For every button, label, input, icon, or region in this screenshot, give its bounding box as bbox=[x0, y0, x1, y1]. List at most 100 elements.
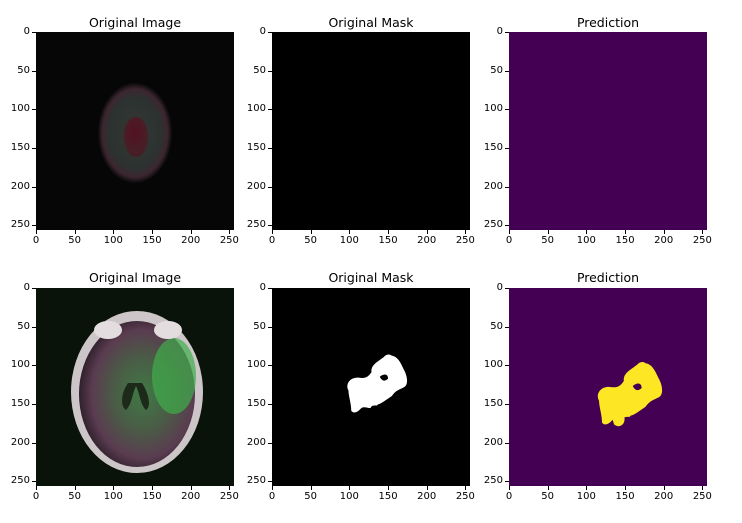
axes-panel: 0 0 50 50 100 100 150 150 200 200 250 250 bbox=[509, 32, 707, 230]
x-tick-mark bbox=[586, 230, 587, 234]
axes-panel: 0 0 50 50 100 100 150 150 200 200 250 250 bbox=[36, 32, 234, 230]
y-tick-mark bbox=[268, 109, 272, 110]
y-tick-mark bbox=[505, 32, 509, 33]
panel-image bbox=[509, 288, 707, 486]
x-tick-label: 100 bbox=[98, 236, 128, 246]
y-tick-label: 0 bbox=[4, 283, 30, 293]
x-tick-label: 200 bbox=[176, 236, 206, 246]
y-tick-mark bbox=[268, 365, 272, 366]
y-tick-label: 150 bbox=[4, 399, 30, 409]
y-tick-label: 150 bbox=[240, 143, 266, 153]
y-tick-mark bbox=[505, 225, 509, 226]
y-tick-label: 100 bbox=[4, 104, 30, 114]
y-tick-mark bbox=[32, 71, 36, 72]
y-tick-mark bbox=[505, 443, 509, 444]
y-tick-mark bbox=[505, 148, 509, 149]
x-tick-label: 250 bbox=[214, 492, 244, 502]
x-tick-mark bbox=[113, 486, 114, 490]
y-tick-label: 250 bbox=[240, 476, 266, 486]
panel-title: Prediction bbox=[509, 15, 707, 30]
y-tick-label: 150 bbox=[240, 399, 266, 409]
x-tick-mark bbox=[191, 230, 192, 234]
y-tick-label: 50 bbox=[4, 322, 30, 332]
x-tick-label: 150 bbox=[610, 492, 640, 502]
y-tick-label: 50 bbox=[4, 66, 30, 76]
x-tick-mark bbox=[548, 230, 549, 234]
x-tick-mark bbox=[311, 486, 312, 490]
orbit-left bbox=[94, 321, 122, 339]
x-tick-label: 0 bbox=[257, 236, 287, 246]
x-tick-label: 50 bbox=[296, 236, 326, 246]
x-tick-label: 50 bbox=[533, 236, 563, 246]
x-tick-mark bbox=[465, 486, 466, 490]
y-tick-mark bbox=[268, 148, 272, 149]
x-tick-label: 200 bbox=[412, 492, 442, 502]
x-tick-label: 250 bbox=[687, 236, 717, 246]
y-tick-mark bbox=[505, 481, 509, 482]
x-tick-mark bbox=[625, 230, 626, 234]
x-tick-mark bbox=[388, 486, 389, 490]
x-tick-label: 150 bbox=[373, 236, 403, 246]
y-tick-mark bbox=[32, 148, 36, 149]
y-tick-mark bbox=[268, 327, 272, 328]
y-tick-mark bbox=[32, 481, 36, 482]
panel-image bbox=[272, 32, 470, 230]
center-region bbox=[124, 117, 148, 157]
x-tick-mark bbox=[702, 486, 703, 490]
y-tick-label: 250 bbox=[4, 476, 30, 486]
x-tick-mark bbox=[191, 486, 192, 490]
y-tick-mark bbox=[505, 187, 509, 188]
x-tick-mark bbox=[75, 486, 76, 490]
x-tick-mark bbox=[311, 230, 312, 234]
x-tick-label: 150 bbox=[373, 492, 403, 502]
panel-title: Original Image bbox=[36, 270, 234, 285]
y-tick-label: 250 bbox=[477, 476, 503, 486]
y-tick-mark bbox=[32, 404, 36, 405]
x-tick-mark bbox=[509, 230, 510, 234]
x-tick-label: 50 bbox=[60, 236, 90, 246]
x-tick-label: 100 bbox=[98, 492, 128, 502]
x-tick-label: 250 bbox=[214, 236, 244, 246]
y-tick-label: 50 bbox=[477, 322, 503, 332]
x-tick-label: 100 bbox=[334, 492, 364, 502]
x-tick-label: 200 bbox=[649, 492, 679, 502]
x-tick-mark bbox=[36, 230, 37, 234]
y-tick-mark bbox=[505, 327, 509, 328]
x-tick-label: 0 bbox=[494, 236, 524, 246]
y-tick-mark bbox=[505, 109, 509, 110]
y-tick-label: 50 bbox=[240, 322, 266, 332]
panel-image bbox=[36, 288, 234, 486]
x-tick-label: 50 bbox=[296, 492, 326, 502]
x-tick-mark bbox=[349, 486, 350, 490]
y-tick-mark bbox=[32, 109, 36, 110]
x-tick-label: 0 bbox=[257, 492, 287, 502]
y-tick-label: 0 bbox=[240, 27, 266, 37]
x-tick-mark bbox=[548, 486, 549, 490]
y-tick-label: 0 bbox=[4, 27, 30, 37]
y-tick-label: 250 bbox=[4, 220, 30, 230]
y-tick-mark bbox=[268, 225, 272, 226]
y-tick-label: 100 bbox=[477, 360, 503, 370]
panel-image bbox=[36, 32, 234, 230]
x-tick-mark bbox=[664, 230, 665, 234]
y-tick-mark bbox=[268, 288, 272, 289]
y-tick-label: 100 bbox=[477, 104, 503, 114]
axes-panel: 0 0 50 50 100 100 150 150 200 200 250 250 bbox=[272, 32, 470, 230]
y-tick-mark bbox=[32, 32, 36, 33]
x-tick-label: 0 bbox=[21, 236, 51, 246]
y-tick-label: 50 bbox=[477, 66, 503, 76]
y-tick-mark bbox=[505, 365, 509, 366]
y-tick-mark bbox=[32, 225, 36, 226]
x-tick-mark bbox=[113, 230, 114, 234]
x-tick-label: 0 bbox=[21, 492, 51, 502]
x-tick-label: 100 bbox=[571, 236, 601, 246]
y-tick-mark bbox=[268, 404, 272, 405]
y-tick-label: 100 bbox=[240, 104, 266, 114]
panel-title: Original Mask bbox=[272, 270, 470, 285]
y-tick-label: 50 bbox=[240, 66, 266, 76]
x-tick-mark bbox=[465, 230, 466, 234]
x-tick-mark bbox=[152, 230, 153, 234]
x-tick-label: 200 bbox=[176, 492, 206, 502]
x-tick-label: 150 bbox=[137, 492, 167, 502]
